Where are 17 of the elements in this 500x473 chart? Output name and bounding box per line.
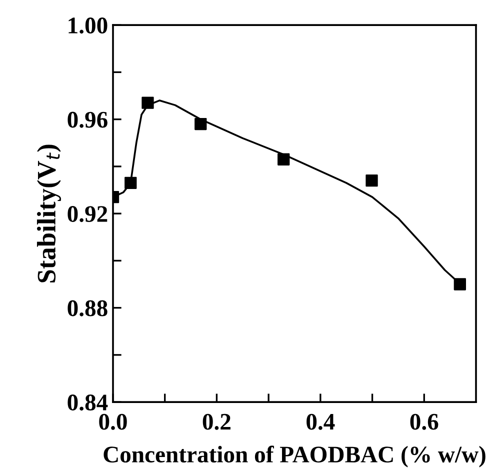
y-tick-label: 1.00 (68, 18, 108, 34)
y-axis-title: Stability(V$_{t}$) (36, 144, 61, 282)
y-tick-label: 0.88 (68, 300, 108, 316)
y-tick-label: 0.96 (68, 112, 108, 128)
x-tick-label: 0.0 (99, 414, 127, 430)
point (194, 118, 207, 130)
y-tick-label: 0.84 (68, 394, 108, 411)
x-axis-title: Concentration of PAODBAC (% w/w) (104, 446, 486, 468)
x-tick-label: 0.6 (410, 414, 438, 430)
point (278, 153, 290, 166)
point (142, 96, 154, 109)
x-tick-label: 0.2 (202, 414, 230, 430)
point (366, 174, 378, 187)
y-tick-label: 0.92 (68, 206, 108, 222)
point (124, 176, 137, 190)
point (454, 278, 466, 290)
x-tick-label: 0.4 (306, 414, 335, 430)
